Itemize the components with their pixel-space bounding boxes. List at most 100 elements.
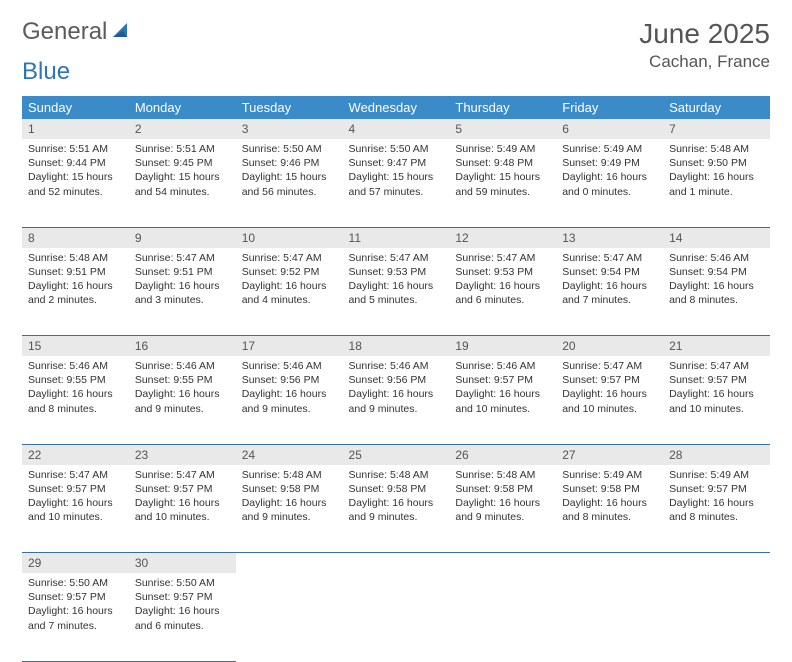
day-details: Sunrise: 5:49 AMSunset: 9:49 PMDaylight:…: [556, 139, 663, 205]
day-number: 11: [343, 227, 450, 248]
daylight-line: Daylight: 16 hours and 9 minutes.: [242, 387, 337, 415]
day-cell: Sunrise: 5:47 AMSunset: 9:57 PMDaylight:…: [556, 356, 663, 444]
sunrise-line: Sunrise: 5:50 AM: [28, 576, 123, 590]
day-cell: Sunrise: 5:48 AMSunset: 9:58 PMDaylight:…: [236, 465, 343, 553]
day-details: Sunrise: 5:50 AMSunset: 9:57 PMDaylight:…: [129, 573, 236, 639]
day-number: [663, 553, 770, 574]
day-details: Sunrise: 5:48 AMSunset: 9:58 PMDaylight:…: [343, 465, 450, 531]
day-details: Sunrise: 5:49 AMSunset: 9:57 PMDaylight:…: [663, 465, 770, 531]
day-details: Sunrise: 5:48 AMSunset: 9:58 PMDaylight:…: [236, 465, 343, 531]
sunrise-line: Sunrise: 5:49 AM: [669, 468, 764, 482]
day-details: Sunrise: 5:47 AMSunset: 9:53 PMDaylight:…: [449, 248, 556, 314]
daylight-line: Daylight: 16 hours and 9 minutes.: [135, 387, 230, 415]
day-number: 19: [449, 336, 556, 357]
sunset-line: Sunset: 9:51 PM: [28, 265, 123, 279]
day-number: 1: [22, 119, 129, 139]
day-number: 28: [663, 444, 770, 465]
day-number: [556, 553, 663, 574]
day-details: Sunrise: 5:47 AMSunset: 9:51 PMDaylight:…: [129, 248, 236, 314]
weekday-header: Friday: [556, 96, 663, 119]
day-number: 24: [236, 444, 343, 465]
day-details: Sunrise: 5:50 AMSunset: 9:47 PMDaylight:…: [343, 139, 450, 205]
daylight-line: Daylight: 16 hours and 2 minutes.: [28, 279, 123, 307]
daylight-line: Daylight: 15 hours and 54 minutes.: [135, 170, 230, 198]
day-details: Sunrise: 5:50 AMSunset: 9:46 PMDaylight:…: [236, 139, 343, 205]
sunrise-line: Sunrise: 5:48 AM: [28, 251, 123, 265]
daylight-line: Daylight: 15 hours and 59 minutes.: [455, 170, 550, 198]
sunrise-line: Sunrise: 5:46 AM: [349, 359, 444, 373]
sunrise-line: Sunrise: 5:50 AM: [349, 142, 444, 156]
title-block: June 2025 Cachan, France: [639, 18, 770, 72]
day-details: Sunrise: 5:47 AMSunset: 9:57 PMDaylight:…: [663, 356, 770, 422]
day-cell: Sunrise: 5:47 AMSunset: 9:57 PMDaylight:…: [22, 465, 129, 553]
daylight-line: Daylight: 16 hours and 9 minutes.: [242, 496, 337, 524]
day-cell: Sunrise: 5:46 AMSunset: 9:56 PMDaylight:…: [343, 356, 450, 444]
day-details: Sunrise: 5:51 AMSunset: 9:44 PMDaylight:…: [22, 139, 129, 205]
sunset-line: Sunset: 9:57 PM: [562, 373, 657, 387]
day-cell: Sunrise: 5:48 AMSunset: 9:58 PMDaylight:…: [343, 465, 450, 553]
day-number: 13: [556, 227, 663, 248]
daylight-line: Daylight: 16 hours and 10 minutes.: [455, 387, 550, 415]
calendar-table: Sunday Monday Tuesday Wednesday Thursday…: [22, 96, 770, 662]
day-number: 6: [556, 119, 663, 139]
daylight-line: Daylight: 16 hours and 8 minutes.: [669, 279, 764, 307]
day-number: 25: [343, 444, 450, 465]
day-body-row: Sunrise: 5:47 AMSunset: 9:57 PMDaylight:…: [22, 465, 770, 553]
sunrise-line: Sunrise: 5:47 AM: [242, 251, 337, 265]
daylight-line: Daylight: 16 hours and 9 minutes.: [455, 496, 550, 524]
day-number: 9: [129, 227, 236, 248]
weekday-header: Sunday: [22, 96, 129, 119]
daylight-line: Daylight: 16 hours and 8 minutes.: [669, 496, 764, 524]
weekday-header: Monday: [129, 96, 236, 119]
day-details: Sunrise: 5:46 AMSunset: 9:55 PMDaylight:…: [129, 356, 236, 422]
weekday-header-row: Sunday Monday Tuesday Wednesday Thursday…: [22, 96, 770, 119]
day-number: 29: [22, 553, 129, 574]
day-cell: Sunrise: 5:49 AMSunset: 9:58 PMDaylight:…: [556, 465, 663, 553]
day-number: 7: [663, 119, 770, 139]
day-details: Sunrise: 5:47 AMSunset: 9:52 PMDaylight:…: [236, 248, 343, 314]
daylight-line: Daylight: 16 hours and 1 minute.: [669, 170, 764, 198]
day-cell: Sunrise: 5:49 AMSunset: 9:49 PMDaylight:…: [556, 139, 663, 227]
day-number: 18: [343, 336, 450, 357]
day-details: Sunrise: 5:47 AMSunset: 9:53 PMDaylight:…: [343, 248, 450, 314]
sunset-line: Sunset: 9:58 PM: [349, 482, 444, 496]
sunset-line: Sunset: 9:57 PM: [135, 590, 230, 604]
daylight-line: Daylight: 15 hours and 57 minutes.: [349, 170, 444, 198]
day-details: Sunrise: 5:49 AMSunset: 9:48 PMDaylight:…: [449, 139, 556, 205]
sunset-line: Sunset: 9:44 PM: [28, 156, 123, 170]
day-details: Sunrise: 5:48 AMSunset: 9:58 PMDaylight:…: [449, 465, 556, 531]
day-details: Sunrise: 5:51 AMSunset: 9:45 PMDaylight:…: [129, 139, 236, 205]
sunrise-line: Sunrise: 5:46 AM: [135, 359, 230, 373]
daylight-line: Daylight: 16 hours and 10 minutes.: [28, 496, 123, 524]
daylight-line: Daylight: 16 hours and 4 minutes.: [242, 279, 337, 307]
day-cell: Sunrise: 5:51 AMSunset: 9:44 PMDaylight:…: [22, 139, 129, 227]
sunrise-line: Sunrise: 5:49 AM: [562, 468, 657, 482]
sunrise-line: Sunrise: 5:47 AM: [562, 251, 657, 265]
day-cell: Sunrise: 5:49 AMSunset: 9:57 PMDaylight:…: [663, 465, 770, 553]
logo: General: [22, 18, 133, 46]
day-details: Sunrise: 5:47 AMSunset: 9:54 PMDaylight:…: [556, 248, 663, 314]
day-details: Sunrise: 5:50 AMSunset: 9:57 PMDaylight:…: [22, 573, 129, 639]
sunrise-line: Sunrise: 5:47 AM: [349, 251, 444, 265]
daylight-line: Daylight: 16 hours and 9 minutes.: [349, 496, 444, 524]
day-number: 21: [663, 336, 770, 357]
weekday-header: Thursday: [449, 96, 556, 119]
sunrise-line: Sunrise: 5:47 AM: [669, 359, 764, 373]
sunset-line: Sunset: 9:57 PM: [135, 482, 230, 496]
day-number: [236, 553, 343, 574]
daylight-line: Daylight: 16 hours and 10 minutes.: [669, 387, 764, 415]
daylight-line: Daylight: 15 hours and 52 minutes.: [28, 170, 123, 198]
day-details: Sunrise: 5:47 AMSunset: 9:57 PMDaylight:…: [129, 465, 236, 531]
day-cell: Sunrise: 5:48 AMSunset: 9:58 PMDaylight:…: [449, 465, 556, 553]
day-cell: [663, 573, 770, 661]
day-cell: [236, 573, 343, 661]
day-cell: Sunrise: 5:46 AMSunset: 9:57 PMDaylight:…: [449, 356, 556, 444]
sunset-line: Sunset: 9:58 PM: [455, 482, 550, 496]
sunset-line: Sunset: 9:54 PM: [562, 265, 657, 279]
daylight-line: Daylight: 16 hours and 7 minutes.: [562, 279, 657, 307]
location: Cachan, France: [639, 52, 770, 72]
day-cell: Sunrise: 5:50 AMSunset: 9:47 PMDaylight:…: [343, 139, 450, 227]
day-cell: [449, 573, 556, 661]
day-body-row: Sunrise: 5:46 AMSunset: 9:55 PMDaylight:…: [22, 356, 770, 444]
day-cell: Sunrise: 5:47 AMSunset: 9:57 PMDaylight:…: [663, 356, 770, 444]
